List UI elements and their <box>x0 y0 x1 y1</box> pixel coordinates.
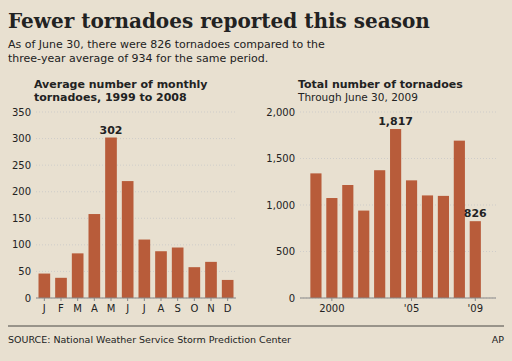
bar <box>222 280 234 298</box>
bar <box>72 253 84 298</box>
grid-line <box>36 191 236 192</box>
bar <box>55 278 67 298</box>
x-tick-label: S <box>174 303 180 314</box>
grid-line <box>36 298 236 299</box>
bar <box>139 240 151 298</box>
bar <box>189 267 201 298</box>
y-tick-label: 0 <box>25 293 31 304</box>
bar <box>155 251 167 298</box>
bars <box>310 129 481 298</box>
bar <box>422 195 433 298</box>
x-tick <box>211 298 212 301</box>
x-tick <box>177 298 178 301</box>
bar <box>310 173 321 298</box>
grid-line <box>36 244 236 245</box>
x-tick-label: A <box>158 303 165 314</box>
x-tick-label: '09 <box>468 303 483 314</box>
x-axis-line <box>36 298 236 299</box>
chart-title: Total number of tornadoes <box>298 78 463 91</box>
bar <box>205 262 217 298</box>
y-tick-label: 250 <box>12 160 31 171</box>
bar <box>122 181 134 298</box>
y-tick-label: 350 <box>12 107 31 118</box>
grid-line <box>36 112 236 113</box>
y-tick-label: 200 <box>12 186 31 197</box>
y-tick-label: 50 <box>18 266 31 277</box>
x-tick-label: N <box>207 303 214 314</box>
x-tick <box>411 298 412 301</box>
x-tick-label: A <box>91 303 98 314</box>
x-tick-label: M <box>107 303 116 314</box>
y-tick-label: 500 <box>276 246 295 257</box>
annotation: 826 <box>464 207 487 220</box>
annotation: 1,817 <box>378 115 413 128</box>
bar <box>105 138 117 298</box>
y-tick-label: 1,000 <box>266 200 295 211</box>
y-tick-label: 0 <box>289 293 295 304</box>
x-tick-label: D <box>224 303 232 314</box>
chart-subtitle: Through June 30, 2009 <box>297 91 418 103</box>
y-tick-label: 1,500 <box>266 153 295 164</box>
annotation: 302 <box>100 124 123 137</box>
chart-title: Average number of monthly <box>34 78 208 91</box>
x-tick-label: F <box>58 303 64 314</box>
divider <box>8 326 504 327</box>
grid-line <box>36 165 236 166</box>
bar <box>326 198 337 298</box>
bar <box>470 221 481 298</box>
source: SOURCE: National Weather Service Storm P… <box>8 334 291 345</box>
bar <box>358 211 369 298</box>
x-tick <box>44 298 45 301</box>
chart-title: tornadoes, 1999 to 2008 <box>34 91 187 104</box>
x-tick <box>77 298 78 301</box>
bar <box>438 196 449 298</box>
chart: Average number of monthlytornadoes, 1999… <box>12 78 236 314</box>
grid-line <box>300 298 496 299</box>
chart: Total number of tornadoesThrough June 30… <box>266 78 496 314</box>
bars <box>39 138 234 298</box>
bar <box>390 129 401 298</box>
x-tick <box>127 298 128 301</box>
bar <box>172 248 184 298</box>
credit: AP <box>492 334 504 345</box>
x-tick <box>227 298 228 301</box>
x-tick <box>475 298 476 301</box>
subtitle: As of June 30, there were 826 tornadoes … <box>8 38 325 51</box>
x-tick-label: J <box>125 303 129 314</box>
x-tick-label: J <box>42 303 46 314</box>
bar <box>39 274 51 298</box>
grid-line <box>300 112 496 113</box>
x-tick <box>194 298 195 301</box>
x-axis-line <box>300 298 496 299</box>
x-tick <box>61 298 62 301</box>
y-tick-label: 100 <box>12 239 31 250</box>
x-tick-label: J <box>142 303 146 314</box>
x-tick-label: '05 <box>404 303 419 314</box>
x-tick-label: O <box>190 303 198 314</box>
bar <box>374 170 385 298</box>
y-tick-label: 300 <box>12 133 31 144</box>
x-tick-label: M <box>73 303 82 314</box>
x-tick <box>94 298 95 301</box>
bar <box>406 180 417 298</box>
title: Fewer tornadoes reported this season <box>8 9 430 33</box>
x-tick <box>331 298 332 301</box>
x-tick <box>111 298 112 301</box>
y-tick-label: 2,000 <box>266 107 295 118</box>
x-tick-label: 2000 <box>319 303 344 314</box>
subtitle: three-year average of 934 for the same p… <box>8 52 268 65</box>
bar <box>89 214 101 298</box>
y-tick-label: 150 <box>12 213 31 224</box>
x-tick <box>144 298 145 301</box>
x-tick <box>161 298 162 301</box>
grid-line <box>36 138 236 139</box>
background <box>0 0 512 361</box>
bar <box>342 185 353 298</box>
grid-line <box>36 218 236 219</box>
